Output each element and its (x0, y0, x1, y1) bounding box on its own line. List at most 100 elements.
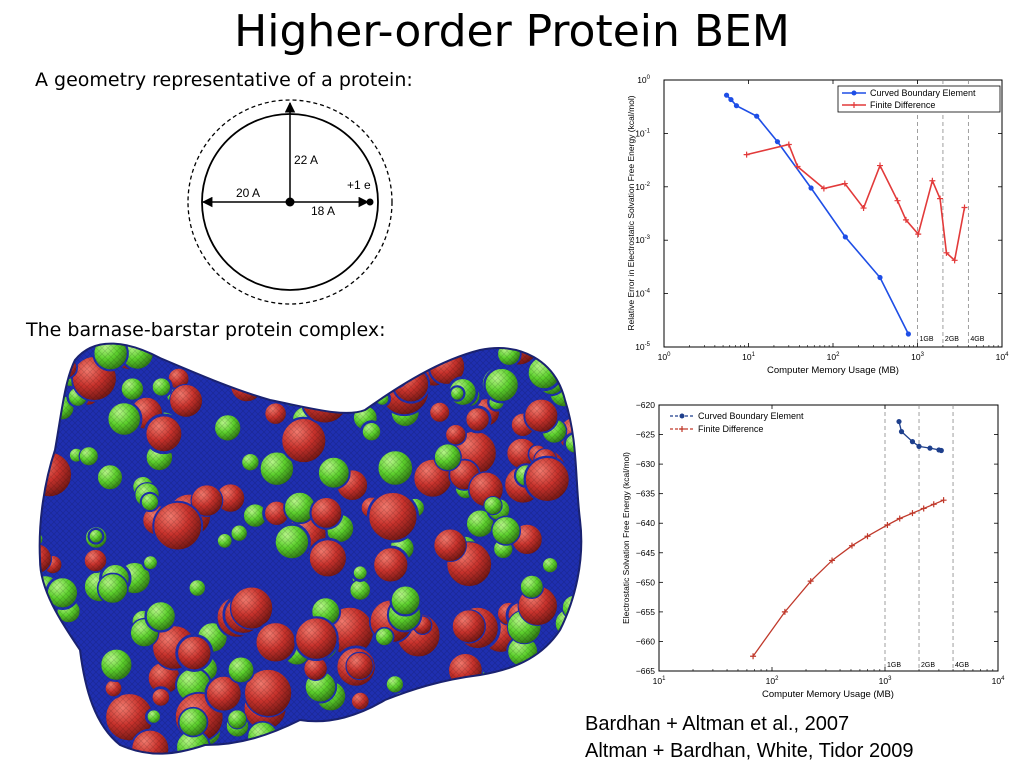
vertical-length-label: 22 A (294, 153, 318, 167)
charge-label: +1 e (347, 178, 371, 192)
chart2-series-2-point-8 (909, 510, 916, 517)
chart2-series-2-line (752, 499, 944, 657)
chart1-xtick-3: 103 (911, 352, 924, 362)
chart1-legend: Curved Boundary Element Finite Differenc… (837, 85, 1001, 113)
chart2-ytick-3: −635 (636, 489, 655, 499)
chart2-ytick-4: −640 (636, 518, 655, 528)
chart1-series-1-point-0 (723, 92, 730, 98)
chart2-series-1-point-3 (916, 443, 922, 449)
chart1-ytick-2: 10-2 (635, 182, 650, 192)
relative-error-chart: 1GB 2GB 4GB 100 101 102 103 104 100 10-1 10-2 10-3… (626, 75, 1009, 376)
chart1-ytick-5: 10-5 (635, 342, 650, 352)
center-dot (285, 197, 295, 207)
chart2-xtick-1: 102 (766, 676, 779, 686)
chart1-ylabel: Relative Error in Electrostatic Solvatio… (626, 95, 636, 330)
chart2-series-2-point-4 (848, 542, 855, 549)
chart1-xlabel: Computer Memory Usage (MB) (767, 365, 899, 376)
chart2-xlabel: Computer Memory Usage (MB) (762, 689, 894, 700)
chart1-series-1-point-2 (733, 103, 740, 109)
chart1-ytick-0: 100 (637, 75, 650, 85)
left-length-label: 20 A (236, 186, 260, 200)
geometry-label: A geometry representative of a protein: (35, 69, 413, 91)
chart1-plot-area (663, 79, 1003, 348)
chart1-ytick-4: 10-4 (635, 289, 650, 299)
chart1-legend-fd: Finite Difference (870, 100, 935, 110)
chart1-series-1-point-4 (774, 139, 781, 145)
chart2-series-1-point-6 (938, 447, 944, 454)
chart2-ytick-6: −650 (636, 577, 655, 587)
chart1-series-2-point-8 (902, 216, 909, 223)
chart1-series-1-point-7 (877, 274, 883, 281)
chart1-mem-label-2: 2GB (945, 336, 959, 343)
chart2-series-1-point-0 (896, 418, 902, 425)
chart2-mem-label-2: 2GB (921, 662, 935, 669)
chart1-series-1-point-8 (905, 331, 911, 337)
solvation-energy-chart: 1GB 2GB 4GB 101 102 103 104 −620 −625 −630 −635 −6… (621, 400, 1005, 700)
right-length-label: 18 A (311, 204, 335, 218)
chart1-legend-cbe: Curved Boundary Element (870, 88, 976, 98)
chart2-ytick-8: −660 (636, 636, 655, 646)
chart1-series-2-point-10 (929, 177, 936, 184)
chart2-series-1-point-2 (909, 439, 916, 445)
chart2-mem-label-3: 4GB (955, 662, 969, 669)
chart2-legend-fd: Finite Difference (698, 424, 763, 434)
chart2-legend: Curved Boundary Element Finite Differenc… (670, 411, 804, 434)
chart2-series-2-point-7 (896, 515, 903, 522)
chart1-series-2-point-14 (961, 204, 968, 211)
chart2-xtick-0: 101 (653, 676, 666, 686)
chart1-series-1-point-6 (842, 234, 848, 240)
chart2-ytick-1: −625 (636, 430, 655, 440)
chart2-series-1-point-4 (927, 445, 933, 451)
chart2-ytick-9: −665 (636, 666, 655, 676)
citation-2: Altman + Bardhan, White, Tidor 2009 (585, 740, 914, 762)
chart2-mem-label-1: 1GB (887, 662, 901, 669)
chart2-ytick-7: −655 (636, 607, 655, 617)
chart2-series-2-point-11 (940, 497, 947, 504)
chart1-series-2-point-3 (820, 185, 827, 192)
chart2-xtick-3: 104 (992, 676, 1005, 686)
complex-label: The barnase-barstar protein complex: (26, 319, 386, 341)
chart1-series-2-point-0 (743, 151, 750, 158)
chart1-mem-label-3: 4GB (970, 336, 984, 343)
chart1-series-2-point-7 (894, 197, 901, 204)
chart2-series-2-point-2 (807, 578, 814, 585)
chart1-series-1-point-1 (728, 96, 734, 103)
chart2-legend-cbe: Curved Boundary Element (698, 411, 804, 421)
chart1-series-2-point-5 (860, 205, 867, 212)
protein-complex-image (38, 342, 583, 755)
chart1-series-2-point-9 (915, 231, 922, 238)
chart2-ytick-5: −645 (636, 548, 655, 558)
chart2-ytick-0: −620 (636, 400, 655, 410)
chart2-series-2-point-0 (750, 653, 757, 660)
chart1-series-2-point-13 (951, 257, 958, 264)
chart1-series-2-point-6 (877, 162, 884, 169)
chart1-series-2-point-12 (943, 249, 950, 256)
chart2-series-2-point-5 (864, 533, 871, 540)
chart1-series-2-point-1 (785, 141, 792, 148)
charge-dot (366, 198, 374, 206)
chart2-series-2-point-6 (884, 521, 891, 528)
chart1-xtick-4: 104 (996, 352, 1009, 362)
chart1-series-1-point-5 (808, 185, 814, 191)
chart2-plot-area (658, 404, 999, 672)
chart2-series-2-point-1 (781, 608, 788, 615)
chart1-ytick-1: 10-1 (635, 128, 650, 138)
citation-1: Bardhan + Altman et al., 2007 (585, 713, 850, 735)
chart1-series-2-point-2 (794, 163, 801, 170)
chart1-series-1-point-3 (754, 113, 760, 119)
outer-dashed-circle (187, 99, 393, 305)
slide-title: Higher-order Protein BEM (234, 6, 790, 57)
chart1-series-2-point-4 (841, 180, 848, 187)
geometry-diagram: 22 A 20 A 18 A +1 e (187, 99, 393, 305)
chart2-series-2-point-10 (930, 501, 937, 508)
chart2-ytick-2: −630 (636, 459, 655, 469)
chart1-xtick-1: 101 (742, 352, 755, 362)
chart2-series-1-point-1 (898, 429, 905, 435)
chart2-xtick-2: 103 (879, 676, 892, 686)
chart2-series-2-point-3 (829, 557, 836, 564)
chart2-series-2-point-9 (920, 505, 927, 512)
chart1-mem-label-1: 1GB (920, 336, 934, 343)
chart1-xtick-2: 102 (827, 352, 840, 362)
chart1-xtick-0: 100 (658, 352, 671, 362)
chart2-ylabel: Electrostatic Solvation Free Energy (kca… (621, 452, 631, 624)
